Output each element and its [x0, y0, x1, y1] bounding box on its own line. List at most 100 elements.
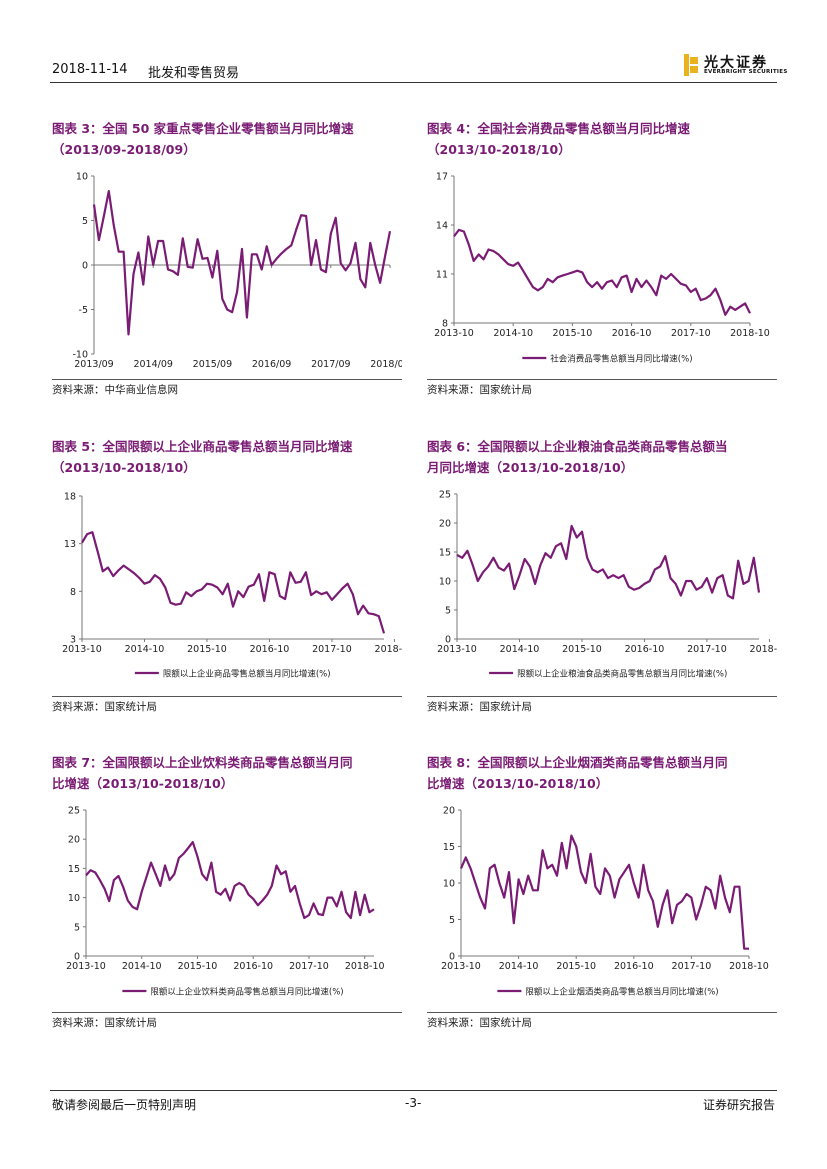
chart-figure-5: 3 8 13 18 2013-10 2014-10 2015-10 2016-10 2017-1… [52, 488, 402, 696]
footer-report-type: 证券研究报告 [703, 1098, 776, 1112]
figure-3-title-line1: 图表 3：全国 50 家重点零售企业零售额当月同比增速 [52, 121, 354, 136]
legend-label: 限额以上企业烟酒类商品零售总额当月同比增速(%) [525, 987, 718, 998]
x-tick-label: 2014/09 [133, 359, 172, 370]
y-tick-label: 10 [439, 577, 451, 588]
footer-disclaimer: 敬请参阅最后一页特别声明 [52, 1098, 197, 1112]
x-tick-label: 2016-10 [614, 961, 654, 972]
x-tick-label: 2018/09 [370, 359, 402, 370]
y-tick-label: 18 [64, 492, 76, 503]
source-figure-7: 资料来源：国家统计局 [52, 1017, 157, 1029]
report-date: 2018-11-14 [52, 62, 128, 77]
x-tick-label: 2014-10 [122, 961, 162, 972]
x-tick-label: 2016/09 [252, 359, 291, 370]
x-tick-label: 2016-10 [625, 644, 665, 655]
x-tick-label: 2016-10 [612, 328, 652, 339]
figure-6-title: 图表 6：全国限额以上企业粮油食品类商品零售总额当 月同比增速（2013/10-… [427, 436, 728, 478]
x-tick-label: 2017-10 [672, 961, 712, 972]
x-tick-label: 2017/09 [311, 359, 350, 370]
figure-3-title: 图表 3：全国 50 家重点零售企业零售额当月同比增速 （2013/09-201… [52, 118, 354, 160]
x-tick-label: 2017-10 [312, 644, 352, 655]
figure-5-title: 图表 5：全国限额以上企业商品零售总额当月同比增速 （2013/10-2018/… [52, 436, 353, 478]
source-figure-3: 资料来源：中华商业信息网 [52, 384, 178, 396]
source-rule-5 [52, 696, 402, 697]
x-tick-label: 2014-10 [500, 644, 540, 655]
x-tick-label: 2018-10 [375, 644, 402, 655]
x-tick-label: 2017-10 [289, 961, 329, 972]
chart-figure-6: 0 5 10 15 20 25 2013-10 2014-10 2015-10 2016-10 20… [427, 488, 777, 696]
figure-8-title-line1: 图表 8：全国限额以上企业烟酒类商品零售总额当月同 [427, 755, 728, 770]
header-rule [50, 82, 777, 83]
figure-6-title-line1: 图表 6：全国限额以上企业粮油食品类商品零售总额当 [427, 439, 728, 454]
logo-text-cn: 光大证券 [704, 55, 768, 71]
y-tick-label: 20 [68, 835, 80, 846]
y-tick-label: 25 [439, 490, 451, 501]
series-line [81, 531, 386, 634]
x-tick-label: 2013-10 [62, 644, 102, 655]
series-line [459, 834, 749, 950]
page-number: -3- [405, 1096, 422, 1110]
x-tick-label: 2015/09 [193, 359, 232, 370]
source-rule-6 [427, 696, 777, 697]
legend-label: 限额以上企业商品零售总额当月同比增速(%) [163, 669, 331, 680]
figure-4-title-line1: 图表 4：全国社会消费品零售总额当月同比增速 [427, 121, 691, 136]
source-figure-4: 资料来源：国家统计局 [427, 384, 532, 396]
figure-4-title: 图表 4：全国社会消费品零售总额当月同比增速 （2013/10-2018/10） [427, 118, 690, 160]
logo-text-en: EVERBRIGHT SECURITIES [704, 69, 788, 75]
legend-label: 限额以上企业饮料类商品零售总额当月同比增速(%) [150, 987, 343, 998]
source-figure-5: 资料来源：国家统计局 [52, 701, 157, 713]
x-tick-label: 2015-10 [187, 644, 227, 655]
figure-4-title-line2: （2013/10-2018/10） [427, 142, 571, 157]
x-tick-label: 2017-10 [687, 644, 727, 655]
figure-8-title: 图表 8：全国限额以上企业烟酒类商品零售总额当月同 比增速（2013/10-20… [427, 752, 728, 794]
chart-svg-6: 0 5 10 15 20 25 2013-10 2014-10 2015-10 2016-10 20… [437, 490, 777, 680]
y-tick-label: 5 [445, 606, 451, 617]
y-tick-label: 8 [442, 319, 448, 330]
figure-5-title-line1: 图表 5：全国限额以上企业商品零售总额当月同比增速 [52, 439, 353, 454]
x-tick-label: 2014-10 [125, 644, 165, 655]
chart-svg-3: -10 -5 0 5 10 2013/09 2014/09 2015/09 2016/09 201… [72, 172, 402, 371]
x-tick-label: 2018-10 [730, 328, 770, 339]
x-tick-label: 2013/09 [74, 359, 113, 370]
y-tick-label: 0 [82, 261, 88, 272]
company-logo: 光大证券 EVERBRIGHT SECURITIES [684, 54, 787, 80]
x-tick-label: 2015-10 [562, 644, 602, 655]
y-tick-label: 3 [70, 635, 76, 646]
x-tick-label: 2018-10 [750, 644, 777, 655]
x-tick-label: 2014-10 [499, 961, 539, 972]
series-line [456, 524, 761, 600]
y-tick-label: 14 [436, 221, 448, 232]
x-tick-label: 2013-10 [66, 961, 106, 972]
y-tick-label: 10 [68, 893, 80, 904]
figure-6-title-line2: 月同比增速（2013/10-2018/10） [427, 460, 634, 475]
x-tick-label: 2015-10 [178, 961, 218, 972]
y-tick-label: 5 [449, 915, 455, 926]
x-tick-label: 2015-10 [556, 961, 596, 972]
series-line [85, 841, 375, 920]
x-tick-label: 2017-10 [671, 328, 711, 339]
y-tick-label: -10 [72, 350, 88, 361]
chart-svg-4: 8 11 14 17 2013-10 2014-10 2015-10 2016-10 2017-… [434, 172, 770, 365]
y-tick-label: 10 [443, 879, 455, 890]
source-figure-8: 资料来源：国家统计局 [427, 1017, 532, 1029]
y-tick-label: 15 [439, 548, 451, 559]
source-rule-4 [427, 379, 777, 380]
y-tick-label: 25 [68, 806, 80, 817]
source-rule-3 [52, 379, 402, 380]
figure-8-title-line2: 比增速（2013/10-2018/10） [427, 776, 609, 791]
x-tick-label: 2018-10 [729, 961, 769, 972]
y-tick-label: 11 [436, 270, 448, 281]
x-tick-label: 2016-10 [233, 961, 273, 972]
figure-7-title-line1: 图表 7：全国限额以上企业饮料类商品零售总额当月同 [52, 755, 353, 770]
chart-svg-5: 3 8 13 18 2013-10 2014-10 2015-10 2016-10 2017-1… [62, 492, 402, 680]
figure-7-title-line2: 比增速（2013/10-2018/10） [52, 776, 234, 791]
chart-figure-3: -10 -5 0 5 10 2013/09 2014/09 2015/09 2016/09 201… [52, 168, 402, 378]
legend-label: 限额以上企业粮油食品类商品零售总额当月同比增速(%) [517, 669, 727, 680]
y-tick-label: 15 [68, 864, 80, 875]
source-rule-7 [52, 1012, 402, 1013]
source-rule-8 [427, 1012, 777, 1013]
logo-mark-icon [684, 54, 698, 76]
chart-svg-8: 0 5 10 15 20 2013-10 2014-10 2015-10 2016-10 2017… [441, 806, 769, 998]
x-tick-label: 2013-10 [434, 328, 474, 339]
y-tick-label: 20 [439, 519, 451, 530]
y-tick-label: 0 [74, 952, 80, 963]
